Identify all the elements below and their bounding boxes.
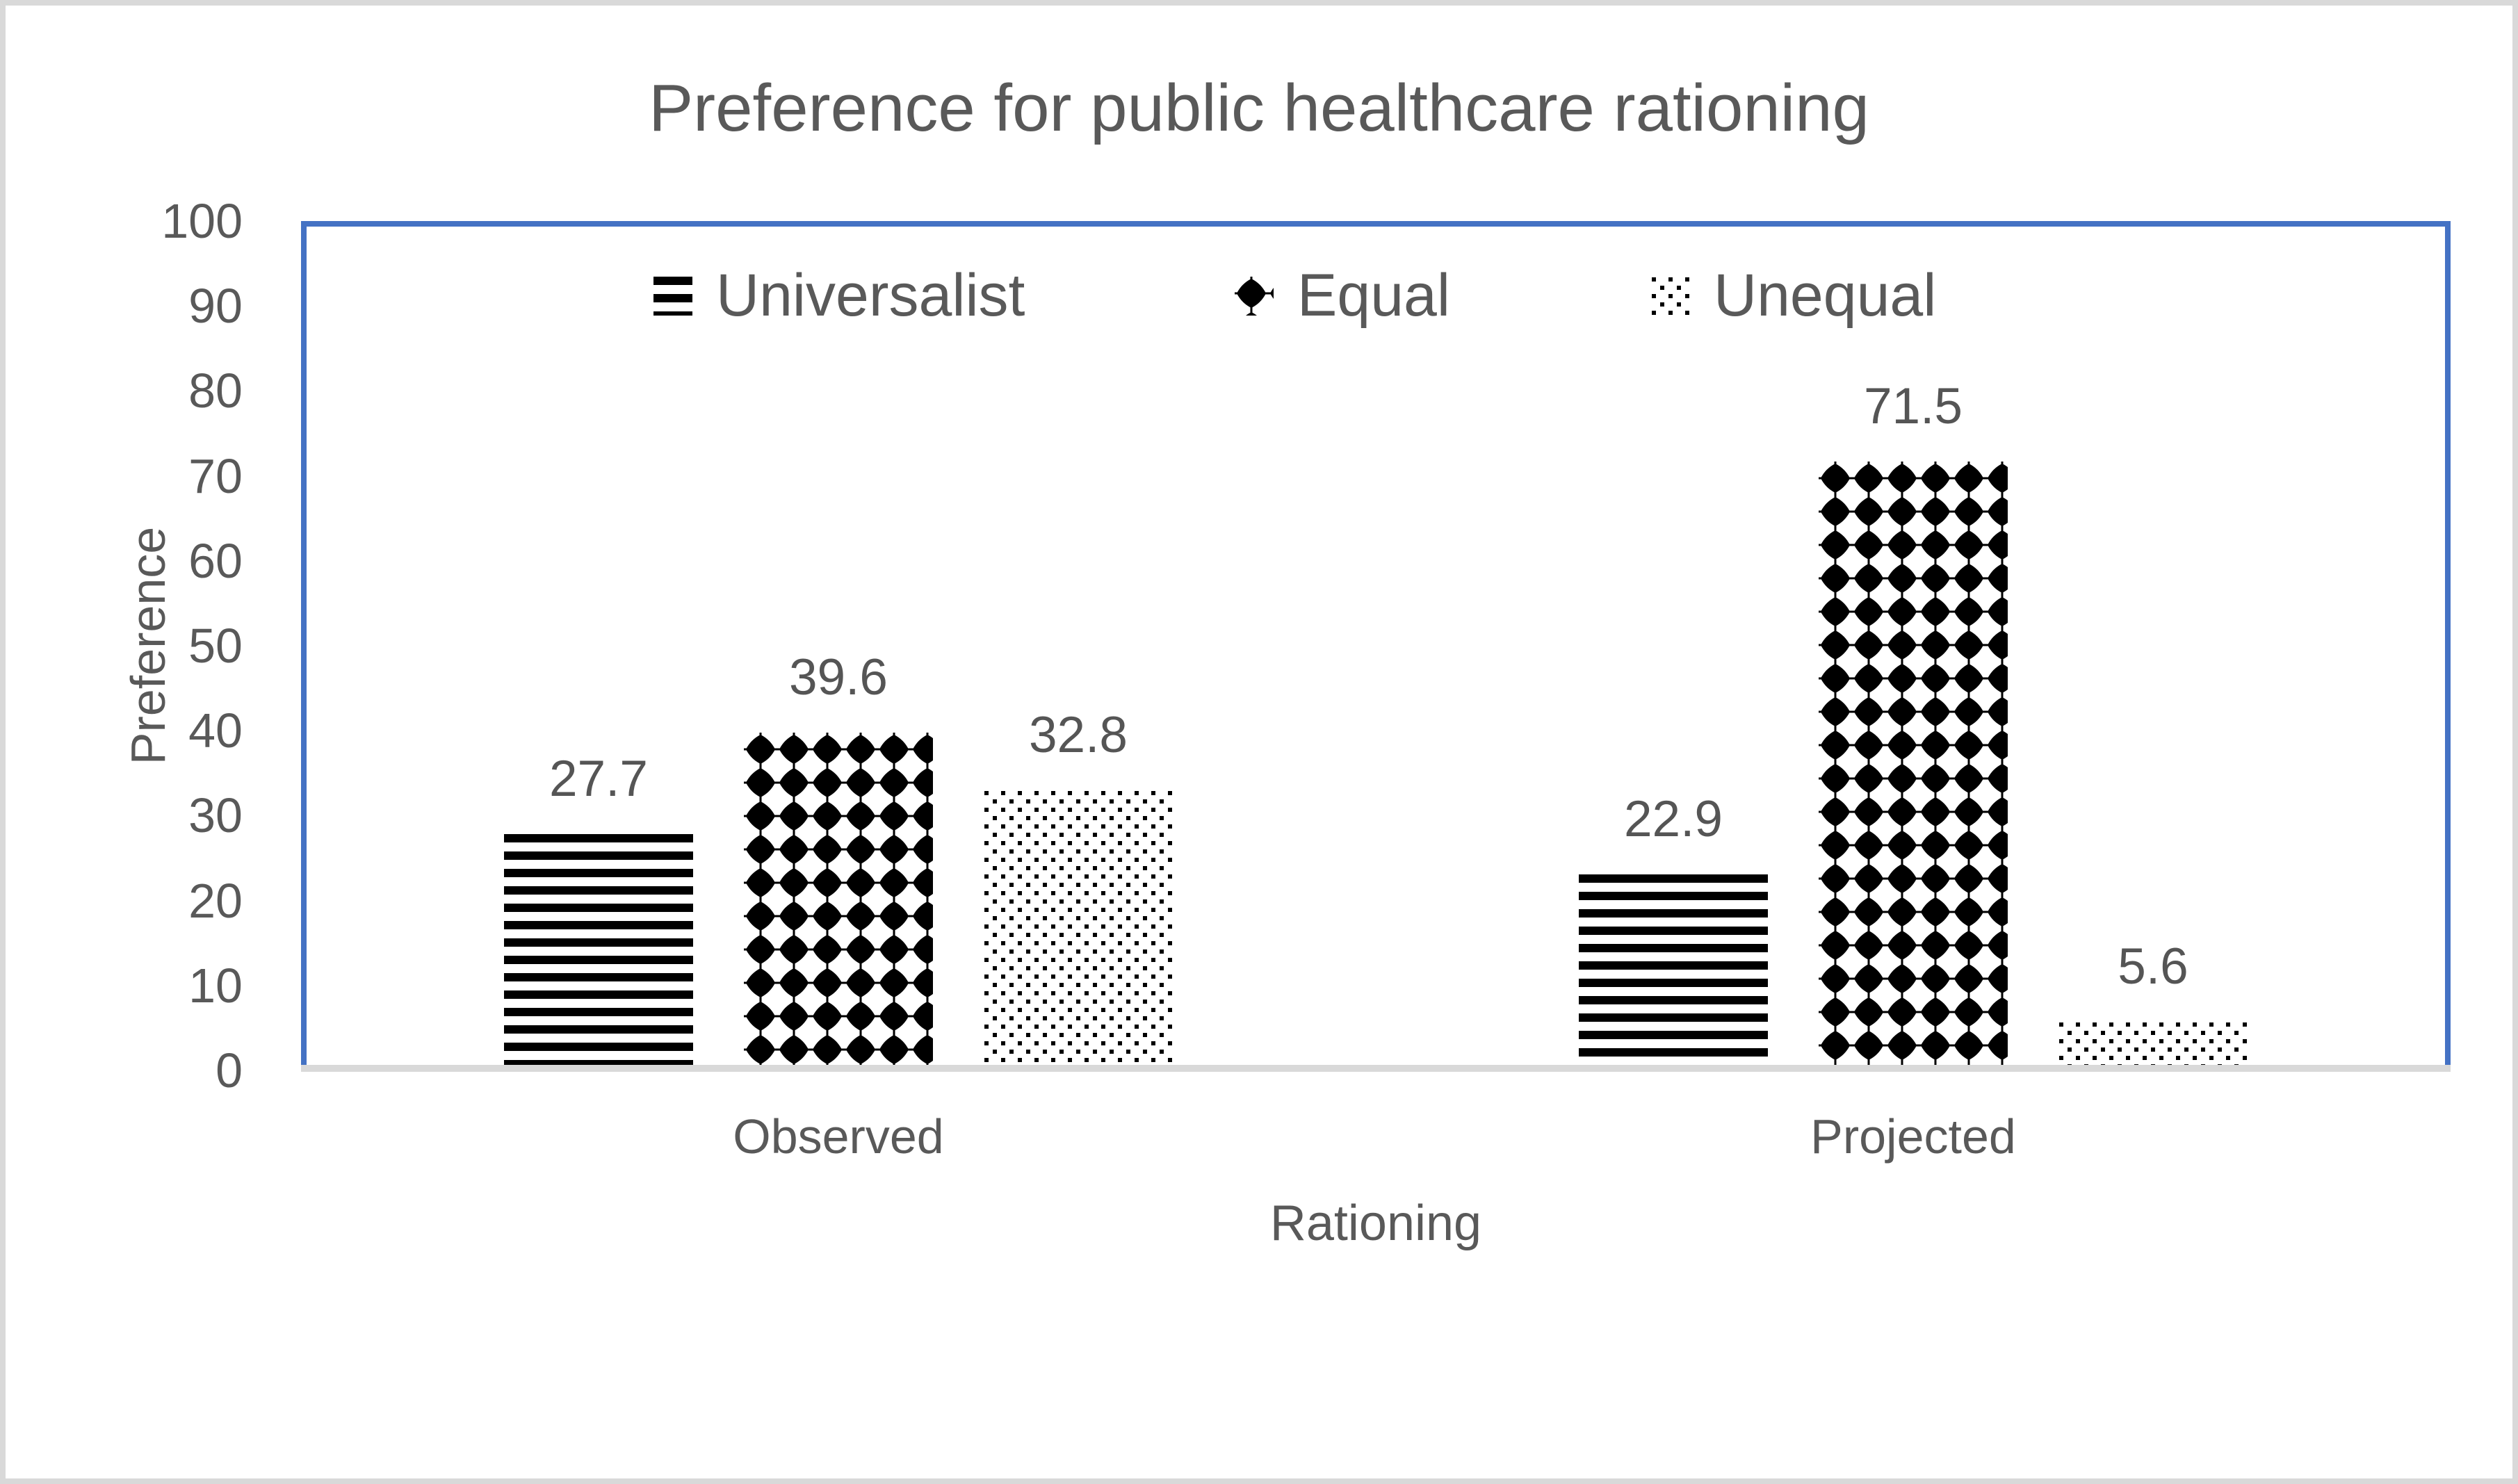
bar-unequal-projected [2058, 1022, 2248, 1069]
solid-diamonds-legend-swatch-icon [1235, 276, 1274, 316]
y-tick-label: 90 [188, 279, 243, 334]
bar-unequal-observed [984, 790, 1173, 1069]
x-axis-title: Rationing [1269, 1196, 1482, 1251]
legend-item-universalist: Universalist [653, 263, 1025, 329]
chart-title: Preference for public healthcare rationi… [649, 71, 1869, 145]
y-tick-label: 10 [188, 958, 243, 1013]
y-tick-label: 50 [188, 619, 243, 673]
bar-equal-observed [744, 733, 933, 1069]
y-axis-title: Preference [121, 526, 175, 765]
x-category-label: Projected [1810, 1109, 2016, 1164]
data-label: 27.7 [549, 751, 649, 807]
data-label: 39.6 [788, 649, 888, 706]
y-tick-label: 70 [188, 448, 243, 503]
y-tick-label: 40 [188, 703, 243, 758]
dotted-grid-legend-swatch-icon [1651, 276, 1690, 316]
bar-universalist-projected [1579, 874, 1768, 1069]
x-category-label: Observed [733, 1109, 944, 1164]
legend-label: Equal [1297, 262, 1450, 329]
y-tick-label: 100 [161, 194, 243, 248]
data-label: 71.5 [1863, 378, 1963, 434]
legend-item-unequal: Unequal [1651, 263, 1936, 329]
y-tick-label: 0 [216, 1043, 243, 1098]
data-label: 5.6 [2118, 938, 2188, 995]
bar-universalist-observed [504, 834, 693, 1069]
y-tick-label: 30 [188, 788, 243, 843]
legend-label: Universalist [716, 262, 1025, 329]
legend-item-equal: Equal [1235, 263, 1450, 329]
data-label: 32.8 [1028, 707, 1128, 763]
y-tick-label: 80 [188, 364, 243, 418]
y-tick-label: 20 [188, 873, 243, 928]
horizontal-stripes-legend-swatch-icon [653, 276, 692, 316]
bar-equal-projected [1819, 462, 2008, 1069]
data-label: 22.9 [1623, 791, 1723, 847]
legend-label: Unequal [1714, 262, 1937, 329]
x-axis-line [301, 1065, 2451, 1072]
y-tick-label: 60 [188, 533, 243, 588]
